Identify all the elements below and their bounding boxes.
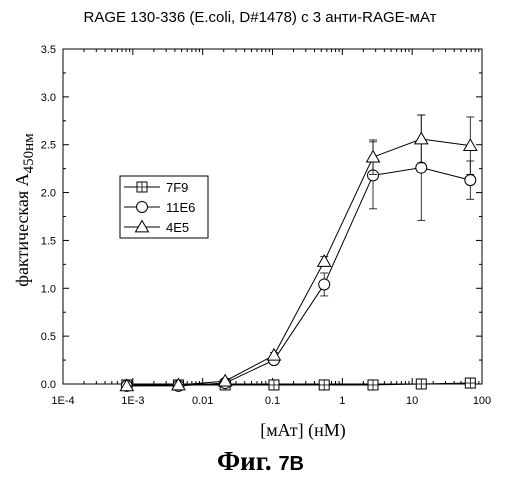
figure-caption-label: Фиг.	[217, 446, 278, 476]
figure-caption: Фиг. 7B	[0, 446, 521, 477]
y-tick-label: 2.5	[41, 140, 56, 152]
data-point	[465, 378, 475, 388]
y-axis-label-main: фактическая A	[12, 173, 32, 286]
y-axis-label: фактическая A450нм	[12, 133, 37, 287]
x-tick-label: 1	[339, 395, 345, 407]
x-axis-label: [мАт] (нМ)	[260, 420, 345, 441]
legend-label: 11E6	[166, 200, 195, 215]
y-tick-label: 0.5	[41, 331, 56, 343]
legend-marker	[137, 182, 147, 192]
data-point	[269, 380, 279, 390]
figure-caption-number: 7B	[278, 453, 304, 475]
y-axis-label-subscript: 450нм	[21, 133, 37, 174]
x-tick-label: 0.1	[265, 395, 280, 407]
y-tick-label: 3.0	[41, 92, 56, 104]
x-tick-label: 100	[473, 395, 491, 407]
legend-label: 4E5	[166, 220, 189, 235]
plot-area	[120, 115, 476, 391]
data-point	[319, 279, 330, 290]
y-axis-ticks: 0.0 0.5 1.0 1.5 2.0 2.5 3.0 3.5	[41, 44, 482, 391]
data-point	[416, 379, 426, 389]
data-point	[267, 349, 280, 360]
y-tick-label: 1.0	[41, 283, 56, 295]
data-point	[465, 175, 476, 186]
legend-marker	[137, 202, 148, 213]
y-tick-label: 1.5	[41, 235, 56, 247]
x-tick-label: 1E-3	[121, 395, 144, 407]
chart-title: RAGE 130-336 (E.coli, D#1478) с 3 анти-R…	[83, 9, 436, 26]
data-point	[416, 162, 427, 173]
series-11E6	[121, 115, 475, 391]
x-tick-label: 10	[406, 395, 418, 407]
legend-label: 7F9	[166, 180, 188, 195]
x-tick-label: 1E-4	[51, 395, 74, 407]
legend: 7F9 11E6 4E5	[120, 176, 208, 238]
y-tick-label: 0.0	[41, 379, 56, 391]
data-point	[319, 380, 329, 390]
data-point	[415, 132, 428, 143]
y-tick-label: 3.5	[41, 44, 56, 56]
data-point	[367, 151, 380, 162]
data-point	[318, 255, 331, 266]
x-tick-label: 0.01	[192, 395, 213, 407]
series-4E5	[120, 115, 476, 391]
y-tick-label: 2.0	[41, 188, 56, 200]
data-point	[368, 380, 378, 390]
